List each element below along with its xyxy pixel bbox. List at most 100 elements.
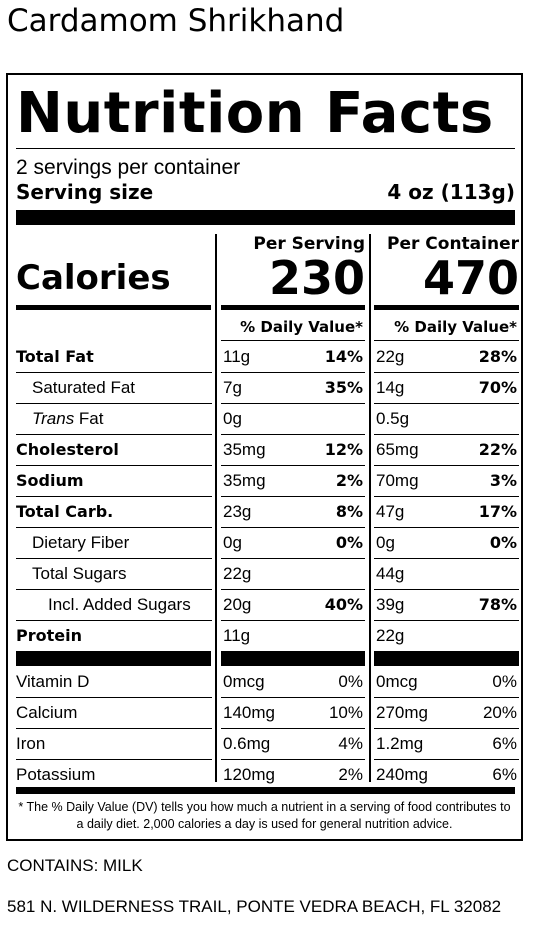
container-amount: 39g (376, 595, 405, 614)
nutrient-row-total-carb: Total Carb. 23g 8% 47g 17% (8, 497, 521, 528)
serving-cell: 20g 40% (221, 590, 365, 621)
container-cell: 47g 17% (374, 497, 519, 528)
container-cell: 0g 0% (374, 528, 519, 559)
column-divider-2 (369, 234, 371, 782)
thick-divider (16, 651, 211, 666)
container-amount: 22g (376, 347, 405, 366)
serving-amount: 35mg (223, 471, 266, 490)
container-daily-value: 0% (489, 533, 517, 552)
container-amount: 70mg (376, 471, 419, 490)
nutrient-name: Total Carb. (16, 497, 212, 528)
trans-italic-label: Trans (32, 409, 75, 428)
serving-daily-value: 35% (324, 378, 363, 397)
serving-amount: 120mg (223, 765, 275, 784)
serving-cell: 0.6mg 4% (221, 729, 365, 760)
vitamin-row-potassium: Potassium 120mg 2% 240mg 6% (8, 760, 521, 791)
nutrient-name: Sodium (16, 466, 212, 497)
nutrient-row-total-fat: Total Fat 11g 14% 22g 28% (8, 342, 521, 373)
thick-divider (16, 210, 515, 225)
nutrient-name: Trans Fat (16, 404, 212, 435)
nutrient-name: Dietary Fiber (16, 528, 212, 559)
container-amount: 0g (376, 533, 395, 552)
serving-cell: 7g 35% (221, 373, 365, 404)
divider (16, 148, 515, 149)
serving-size-value: 4 oz (113g) (387, 180, 515, 204)
container-daily-value: 0% (492, 672, 517, 691)
vitamin-name: Iron (16, 729, 212, 760)
per-serving-header: Per Serving (253, 234, 365, 254)
vitamin-row-vitamin-d: Vitamin D 0mcg 0% 0mcg 0% (8, 667, 521, 698)
nutrient-row-sodium: Sodium 35mg 2% 70mg 3% (8, 466, 521, 497)
serving-amount: 22g (223, 564, 252, 583)
serving-size-label: Serving size (16, 180, 154, 204)
vitamin-name: Vitamin D (16, 667, 212, 698)
nutrient-row-dietary-fiber: Dietary Fiber 0g 0% 0g 0% (8, 528, 521, 559)
container-amount: 0.5g (376, 409, 410, 428)
container-cell: 70mg 3% (374, 466, 519, 497)
serving-amount: 140mg (223, 703, 275, 722)
serving-daily-value: 40% (324, 595, 363, 614)
container-daily-value: 70% (478, 378, 517, 397)
thick-divider (374, 651, 519, 666)
container-daily-value: 6% (492, 734, 517, 753)
nutrient-name: Total Sugars (16, 559, 212, 590)
container-cell: 39g 78% (374, 590, 519, 621)
calories-bar (16, 305, 211, 310)
serving-daily-value: 0% (335, 533, 363, 552)
nutrient-row-added-sugars: Incl. Added Sugars 20g 40% 39g 78% (8, 590, 521, 621)
per-container-header: Per Container (387, 234, 519, 254)
serving-daily-value: 14% (324, 347, 363, 366)
servings-per-container: 2 servings per container (16, 156, 241, 179)
nutrient-name: Protein (16, 626, 82, 645)
calories-bar (374, 305, 519, 310)
calories-per-container: 470 (422, 251, 519, 305)
serving-cell: 35mg 2% (221, 466, 365, 497)
nutrient-row-total-sugars: Total Sugars 22g 44g (8, 559, 521, 590)
container-amount: 65mg (376, 440, 419, 459)
container-amount: 0mcg (376, 672, 418, 691)
container-amount: 44g (376, 564, 405, 583)
nutrient-row-cholesterol: Cholesterol 35mg 12% 65mg 22% (8, 435, 521, 466)
container-cell: 1.2mg 6% (374, 729, 519, 760)
container-cell: 22g (374, 621, 519, 652)
container-cell: 270mg 20% (374, 698, 519, 729)
thick-divider (16, 787, 515, 794)
column-divider-1 (215, 234, 217, 782)
daily-value-footnote: * The % Daily Value (DV) tells you how m… (18, 800, 511, 831)
serving-cell: 35mg 12% (221, 435, 365, 466)
vitamin-name: Potassium (16, 765, 96, 784)
serving-cell: 11g 14% (221, 342, 365, 373)
serving-amount: 11g (223, 626, 251, 645)
divider (221, 340, 365, 341)
container-cell: 0mcg 0% (374, 667, 519, 698)
nutrient-row-protein: Protein 11g 22g (8, 621, 521, 652)
allergen-statement: CONTAINS: MILK (7, 856, 143, 875)
serving-cell: 120mg 2% (221, 760, 365, 791)
container-cell: 0.5g (374, 404, 519, 435)
container-cell: 22g 28% (374, 342, 519, 373)
container-amount: 14g (376, 378, 405, 397)
container-daily-value: 22% (478, 440, 517, 459)
container-daily-value: 78% (478, 595, 517, 614)
serving-cell: 0g (221, 404, 365, 435)
serving-daily-value: 0% (338, 672, 363, 691)
container-daily-value: 28% (478, 347, 517, 366)
container-amount: 1.2mg (376, 734, 424, 753)
serving-amount: 20g (223, 595, 252, 614)
serving-daily-value: 10% (328, 703, 363, 722)
calories-label: Calories (16, 258, 171, 298)
calories-per-serving: 230 (268, 251, 365, 305)
serving-daily-value: 2% (338, 765, 363, 784)
serving-cell: 22g (221, 559, 365, 590)
serving-amount: 0g (223, 409, 242, 428)
container-daily-value: 6% (492, 765, 517, 784)
daily-value-header-container: % Daily Value* (394, 318, 517, 336)
thick-divider (221, 651, 365, 666)
vitamin-row-calcium: Calcium 140mg 10% 270mg 20% (8, 698, 521, 729)
nutrition-facts-panel: Nutrition Facts 2 servings per container… (6, 73, 523, 841)
serving-cell: 0mcg 0% (221, 667, 365, 698)
serving-amount: 23g (223, 502, 252, 521)
container-amount: 240mg (376, 765, 428, 784)
container-amount: 270mg (376, 703, 428, 722)
serving-cell: 11g (221, 621, 365, 652)
